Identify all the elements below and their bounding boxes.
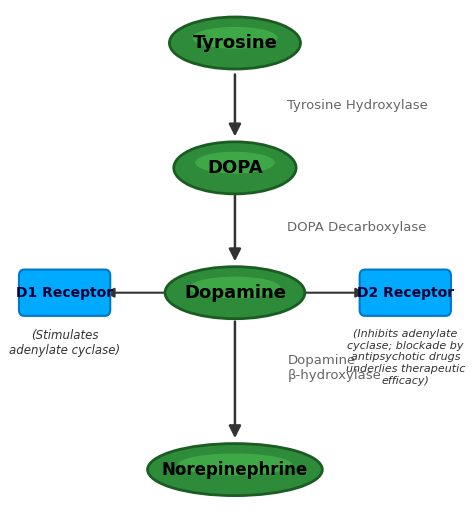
Text: (Stimulates
adenylate cyclase): (Stimulates adenylate cyclase) [9,329,120,357]
Text: D1 Receptor: D1 Receptor [16,286,113,300]
Text: Norepinephrine: Norepinephrine [162,461,308,479]
Ellipse shape [190,277,280,299]
Ellipse shape [178,453,292,475]
Ellipse shape [192,27,277,49]
Text: DOPA: DOPA [207,159,263,177]
Text: Dopamine
β-hydroxylase: Dopamine β-hydroxylase [287,354,381,382]
Ellipse shape [169,17,301,69]
Text: Tyrosine Hydroxylase: Tyrosine Hydroxylase [287,99,428,112]
Text: D2 Receptor: D2 Receptor [357,286,454,300]
Ellipse shape [174,142,296,194]
Text: Tyrosine: Tyrosine [192,34,277,52]
Text: Dopamine: Dopamine [184,283,286,302]
Ellipse shape [147,444,322,496]
Ellipse shape [165,267,305,319]
FancyBboxPatch shape [19,269,110,316]
Text: DOPA Decarboxylase: DOPA Decarboxylase [287,221,427,234]
FancyBboxPatch shape [360,269,451,316]
Ellipse shape [195,152,275,174]
Text: (Inhibits adenylate
cyclase; blockade by
antipsychotic drugs
underlies therapeut: (Inhibits adenylate cyclase; blockade by… [346,329,465,385]
